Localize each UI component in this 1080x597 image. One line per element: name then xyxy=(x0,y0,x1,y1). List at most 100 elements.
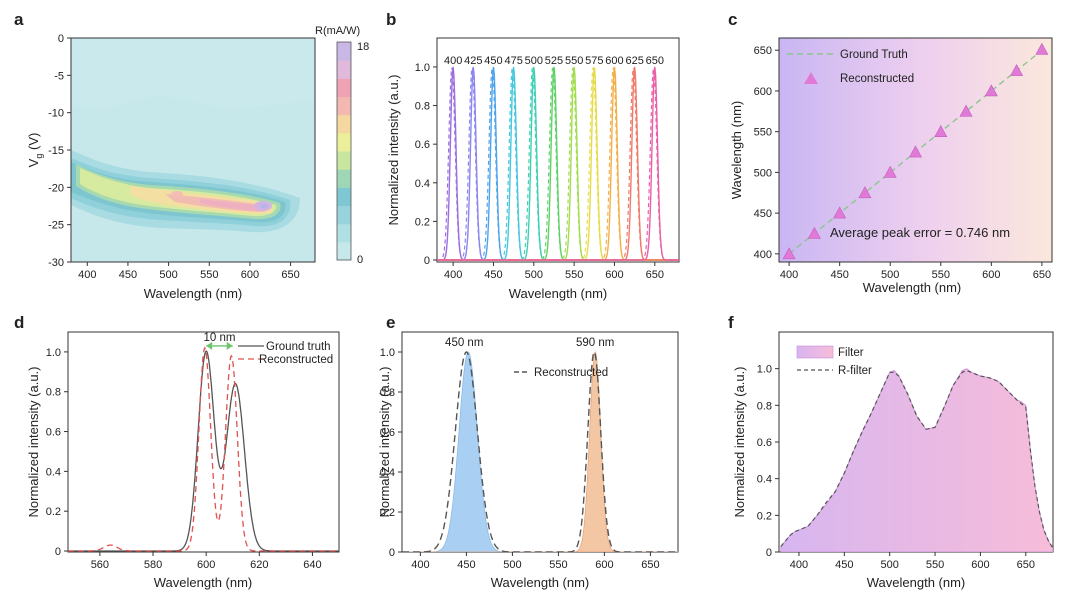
x-tick-label: 600 xyxy=(595,559,613,571)
x-axis-ticks: 400 450 500 550 600 650 xyxy=(790,552,1035,571)
x-tick-label: 400 xyxy=(78,269,96,281)
filter-area xyxy=(780,368,1053,552)
colorbar-segment xyxy=(337,151,351,170)
x-tick-label: 600 xyxy=(197,559,215,571)
y-axis-label: Normalized intensity (a.u.) xyxy=(732,367,747,518)
panel-letter-e: e xyxy=(386,313,395,332)
y-tick-label: 600 xyxy=(754,86,772,98)
y-tick-label: -15 xyxy=(48,145,64,157)
legend-filter: Filter xyxy=(838,347,864,359)
x-tick-label: 600 xyxy=(971,559,989,571)
panel-letter-d: d xyxy=(14,313,24,332)
x-tick-label: 450 xyxy=(119,269,137,281)
colorbar-title: R(mA/W) xyxy=(315,25,360,37)
y-tick-label: 0.2 xyxy=(46,506,61,518)
x-tick-label: 650 xyxy=(1017,559,1035,571)
y-tick-label: 0.8 xyxy=(380,387,395,399)
panel-a-heatmap: 400 450 500 550 600 650 0 -5 -10 -15 -20 -25 -30 Wa… xyxy=(26,25,369,301)
contour-peak xyxy=(260,203,268,209)
y-tick-label: -25 xyxy=(48,220,64,232)
arrow-head-right xyxy=(226,341,233,350)
colorbar-segment xyxy=(337,132,351,152)
colorbar-segment xyxy=(337,78,351,97)
y-axis-ticks: 400 450 500 550 600 650 xyxy=(754,45,779,261)
y-tick-label: -20 xyxy=(48,182,64,194)
x-tick-label: 550 xyxy=(932,269,950,281)
y-tick-label: 450 xyxy=(754,208,772,220)
x-axis-label: Wavelength (nm) xyxy=(509,286,608,301)
y-tick-label: 550 xyxy=(754,127,772,139)
x-tick-label: 500 xyxy=(503,559,521,571)
spectra-curves xyxy=(437,66,679,261)
y-tick-label: 0.4 xyxy=(415,178,430,190)
reconstructed-curve xyxy=(68,346,339,552)
y-tick-label: 0 xyxy=(766,547,772,559)
legend-reconstructed: Reconstructed xyxy=(534,367,608,379)
peak-label-590: 590 nm xyxy=(576,337,614,349)
peak-label-525: 525 xyxy=(545,55,563,67)
x-axis-label: Wavelength (nm) xyxy=(863,280,962,295)
y-tick-label: 1.0 xyxy=(380,347,395,359)
reconstructed-point xyxy=(883,165,897,178)
y-tick-label: 0 xyxy=(389,547,395,559)
x-tick-label: 500 xyxy=(525,269,543,281)
legend-reconstructed-swatch xyxy=(804,72,818,84)
colorbar-segment xyxy=(337,114,351,134)
x-axis-label: Wavelength (nm) xyxy=(867,575,966,590)
reconstructed-point xyxy=(833,206,847,219)
y-axis-label: Vg (V) xyxy=(26,133,44,168)
legend-ground-truth: Ground truth xyxy=(266,341,331,353)
y-tick-label: 500 xyxy=(754,167,772,179)
y-tick-label: 400 xyxy=(754,249,772,261)
peak-label-625: 625 xyxy=(625,55,643,67)
x-axis-label: Wavelength (nm) xyxy=(491,575,590,590)
reconstructed-point xyxy=(1035,42,1049,55)
peak-label-650: 650 xyxy=(646,55,664,67)
y-tick-label: 0.6 xyxy=(380,427,395,439)
legend-reconstructed: Reconstructed xyxy=(840,73,914,85)
y-tick-label: 0.4 xyxy=(46,466,61,478)
x-tick-label: 400 xyxy=(411,559,429,571)
x-axis-ticks: 400 450 500 550 600 650 xyxy=(780,262,1051,281)
r-filter-curve xyxy=(780,369,1053,549)
x-tick-label: 450 xyxy=(484,269,502,281)
legend-reconstructed: Reconstructed xyxy=(259,354,333,366)
y-tick-label: -10 xyxy=(48,108,64,120)
peak-label-500: 500 xyxy=(525,55,543,67)
x-tick-label: 620 xyxy=(250,559,268,571)
reconstructed-point xyxy=(959,104,973,117)
peak-label-575: 575 xyxy=(585,55,603,67)
peak-label-450: 450 nm xyxy=(445,337,483,349)
curves xyxy=(780,368,1053,552)
peak-label-400: 400 xyxy=(444,55,462,67)
plot-frame xyxy=(401,331,679,553)
y-tick-label: 0.8 xyxy=(415,101,430,113)
peak-label-550: 550 xyxy=(565,55,583,67)
legend-filter-swatch xyxy=(796,345,834,359)
y-axis-label: Normalized intensity (a.u.) xyxy=(26,367,41,518)
x-tick-label: 450 xyxy=(830,269,848,281)
x-axis-ticks: 400 450 500 550 600 650 xyxy=(444,262,664,281)
y-tick-label: -5 xyxy=(54,70,64,82)
x-tick-label: 550 xyxy=(565,269,583,281)
y-axis-ticks: 0 -5 -10 -15 -20 -25 -30 xyxy=(48,33,71,269)
y-axis-ticks: 0 0.2 0.4 0.6 0.8 1.0 xyxy=(380,347,402,559)
panel-e-peaks: 450 nm 590 nm Reconstructed 400 450 500 550… xyxy=(377,331,679,590)
reconstructed-point xyxy=(934,125,948,137)
peak-label-450: 450 xyxy=(484,55,502,67)
colorbar xyxy=(337,42,351,261)
colorbar-segment xyxy=(337,241,351,261)
y-tick-label: 0.8 xyxy=(757,400,772,412)
x-tick-label: 400 xyxy=(444,269,462,281)
peak-label-475: 475 xyxy=(504,55,522,67)
plot-frame xyxy=(67,331,340,553)
y-axis-ticks: 0 0.2 0.4 0.6 0.8 1.0 xyxy=(415,62,437,267)
y-tick-label: 0.6 xyxy=(46,427,61,439)
x-tick-label: 650 xyxy=(646,269,664,281)
y-tick-label: 0.4 xyxy=(757,474,772,486)
y-tick-label: 0.2 xyxy=(757,510,772,522)
reconstructed-points xyxy=(782,42,1049,260)
average-error-annotation: Average peak error = 0.746 nm xyxy=(830,225,1010,240)
x-axis-label: Wavelength (nm) xyxy=(144,286,243,301)
